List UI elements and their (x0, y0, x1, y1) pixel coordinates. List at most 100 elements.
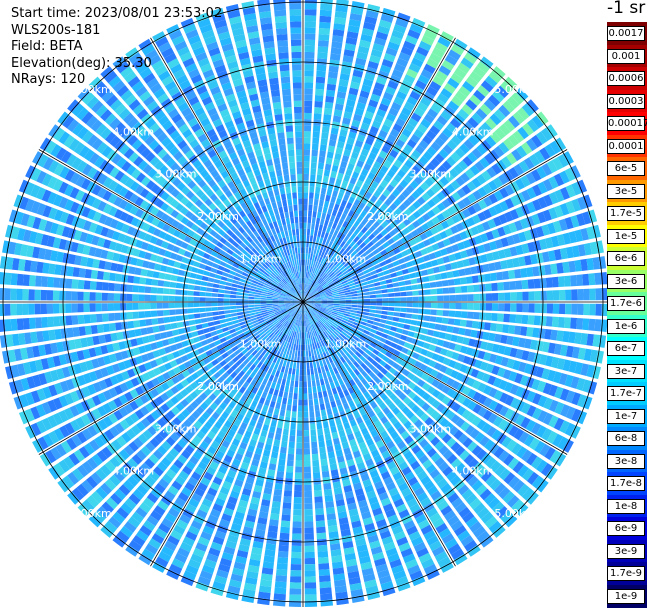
heatmap-cell (470, 266, 477, 274)
heatmap-cell (394, 292, 400, 296)
heatmap-cell (564, 276, 571, 287)
heatmap-cell (215, 274, 222, 279)
heatmap-cell (400, 308, 406, 313)
heatmap-cell (310, 174, 315, 180)
heatmap-cell (387, 288, 394, 292)
heatmap-cell (327, 519, 337, 526)
heatmap-cell (207, 282, 214, 287)
heatmap-cell (514, 326, 521, 335)
heatmap-cell (565, 290, 571, 301)
heatmap-cell (102, 303, 108, 311)
heatmap-cell (41, 276, 48, 287)
heatmap-cell (448, 279, 455, 286)
heatmap-cell (290, 570, 301, 576)
heatmap-cell (449, 295, 455, 301)
heatmap-cell (301, 345, 303, 351)
heatmap-cell (474, 303, 480, 310)
heatmap-cell (498, 293, 504, 301)
heatmap-cell (308, 211, 312, 217)
heatmap-cell (178, 328, 185, 334)
heatmap-cell (412, 308, 418, 313)
heatmap-cell (260, 298, 266, 300)
heatmap-cell (102, 313, 109, 321)
heatmap-cell (472, 275, 479, 283)
heatmap-cell (352, 297, 358, 300)
heatmap-cell (29, 275, 36, 286)
heatmap-cell (332, 165, 339, 172)
heatmap-cell (552, 277, 559, 288)
heatmap-cell (272, 445, 279, 452)
heatmap-cell (102, 293, 108, 301)
heatmap-cell (304, 95, 312, 101)
heatmap-cell (290, 582, 302, 588)
heatmap-cell (433, 331, 440, 338)
heatmap-cell (316, 236, 320, 243)
heatmap-cell (277, 563, 288, 570)
heatmap-cell (303, 265, 305, 271)
heatmap-cell (191, 331, 198, 337)
heatmap-cell (230, 299, 236, 302)
heatmap-cell (190, 325, 197, 331)
heatmap-cell (399, 313, 406, 318)
heatmap-cell (320, 10, 332, 17)
heatmap-cell (325, 495, 334, 502)
heatmap-cell (544, 329, 551, 340)
heatmap-cell (224, 306, 230, 310)
heatmap-cell (455, 303, 461, 309)
heatmap-cell (304, 436, 310, 442)
heatmap-cell (292, 540, 302, 546)
heatmap-cell (206, 307, 212, 311)
heatmap-cell (304, 82, 313, 88)
heatmap-cell (430, 316, 437, 322)
heatmap-cell (272, 501, 281, 508)
heatmap-cell (71, 291, 77, 300)
heatmap-cell (276, 471, 284, 478)
heatmap-cell (318, 46, 329, 53)
heatmap-cell (558, 276, 565, 287)
heatmap-cell (280, 533, 290, 540)
heatmap-cell (319, 575, 331, 582)
heatmap-cell (79, 268, 86, 278)
heatmap-cell (312, 211, 316, 218)
heatmap-cell (280, 447, 287, 454)
heatmap-cell (433, 267, 440, 274)
heatmap-cell (394, 333, 401, 339)
heatmap-cell (588, 319, 595, 331)
heatmap-cell (151, 295, 157, 301)
heatmap-cell (304, 399, 308, 405)
heatmap-cell (41, 317, 48, 328)
heatmap-cell (290, 380, 294, 386)
heatmap-cell (16, 289, 22, 301)
heatmap-cell (225, 314, 232, 318)
heatmap-cell (417, 321, 424, 327)
heatmap-cell (315, 411, 320, 418)
heatmap-cell (189, 320, 196, 326)
heatmap-cell (305, 588, 317, 594)
heatmap-cell (497, 313, 504, 321)
heatmap-cell (305, 558, 316, 564)
heatmap-cell (280, 410, 286, 417)
heatmap-cell (194, 313, 201, 318)
heatmap-cell (304, 76, 313, 82)
heatmap-cell (311, 436, 317, 443)
heatmap-cell (322, 372, 327, 379)
heatmap-cell (84, 280, 91, 289)
heatmap-cell (305, 21, 316, 27)
heatmap-cell (327, 303, 333, 305)
metadata-panel: Start time: 2023/08/01 23:53:02 WLS200s-… (11, 6, 222, 89)
heatmap-cell (280, 385, 285, 392)
heatmap-cell (345, 295, 351, 298)
heatmap-cell (327, 513, 336, 520)
heatmap-cell (281, 379, 286, 386)
heatmap-cell (424, 283, 431, 289)
heatmap-cell (303, 345, 305, 351)
heatmap-cell (394, 307, 400, 311)
heatmap-cell (313, 472, 320, 479)
heatmap-cell (330, 426, 337, 433)
heatmap-cell (396, 328, 403, 334)
heatmap-cell (96, 292, 102, 300)
heatmap-cell (299, 338, 301, 344)
heatmap-cell (305, 570, 316, 576)
heatmap-cell (194, 285, 201, 290)
heatmap-cell (309, 399, 314, 405)
